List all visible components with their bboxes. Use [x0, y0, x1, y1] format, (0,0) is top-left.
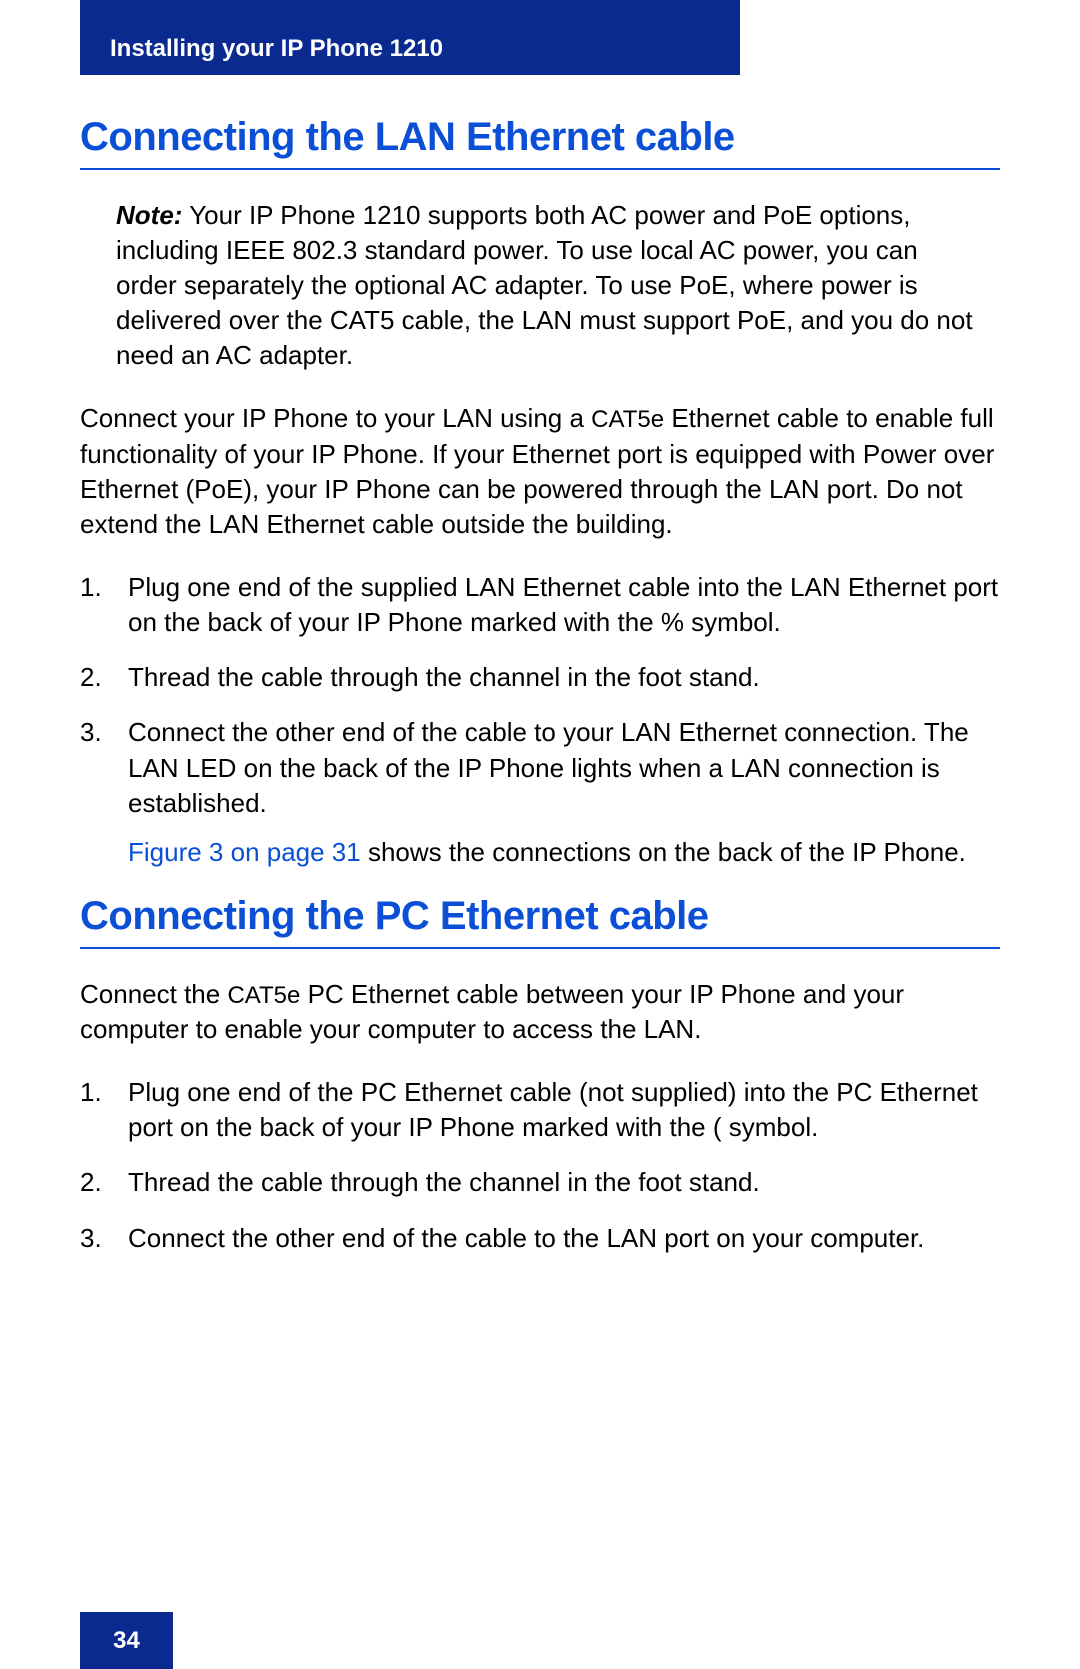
section-heading-pc: Connecting the PC Ethernet cable: [80, 894, 1000, 939]
figure-reference-line: Figure 3 on page 31 shows the connection…: [128, 835, 1000, 870]
pc-intro-pre: Connect the: [80, 979, 227, 1009]
cat5e-text: CAT5e: [591, 406, 664, 433]
section-rule: [80, 947, 1000, 949]
list-item: Connect the other end of the cable to yo…: [80, 715, 1000, 869]
list-item: Plug one end of the supplied LAN Etherne…: [80, 570, 1000, 640]
page-content: Connecting the LAN Ethernet cable Note: …: [80, 105, 1000, 1280]
figure-text: shows the connections on the back of the…: [361, 837, 966, 867]
pc-steps-list: Plug one end of the PC Ethernet cable (n…: [80, 1075, 1000, 1255]
section-heading-lan: Connecting the LAN Ethernet cable: [80, 115, 1000, 160]
page-footer-bar: 34: [80, 1612, 173, 1669]
list-item: Thread the cable through the channel in …: [80, 1165, 1000, 1200]
pc-intro-paragraph: Connect the CAT5e PC Ethernet cable betw…: [80, 977, 1000, 1047]
list-item: Connect the other end of the cable to th…: [80, 1221, 1000, 1256]
page-header-title: Installing your IP Phone 1210: [110, 35, 443, 63]
lan-steps-list: Plug one end of the supplied LAN Etherne…: [80, 570, 1000, 870]
step-text: Connect the other end of the cable to yo…: [128, 717, 969, 817]
note-block: Note: Your IP Phone 1210 supports both A…: [116, 198, 980, 373]
list-item: Plug one end of the PC Ethernet cable (n…: [80, 1075, 1000, 1145]
note-text: Your IP Phone 1210 supports both AC powe…: [116, 200, 973, 370]
lan-intro-pre: Connect your IP Phone to your LAN using …: [80, 403, 591, 433]
section-rule: [80, 168, 1000, 170]
figure-link[interactable]: Figure 3 on page 31: [128, 837, 361, 867]
page-number: 34: [113, 1627, 140, 1655]
note-label: Note:: [116, 200, 182, 230]
list-item: Thread the cable through the channel in …: [80, 660, 1000, 695]
lan-intro-paragraph: Connect your IP Phone to your LAN using …: [80, 401, 1000, 542]
page-header-bar: Installing your IP Phone 1210: [80, 0, 740, 75]
cat5e-text: CAT5e: [227, 982, 300, 1009]
